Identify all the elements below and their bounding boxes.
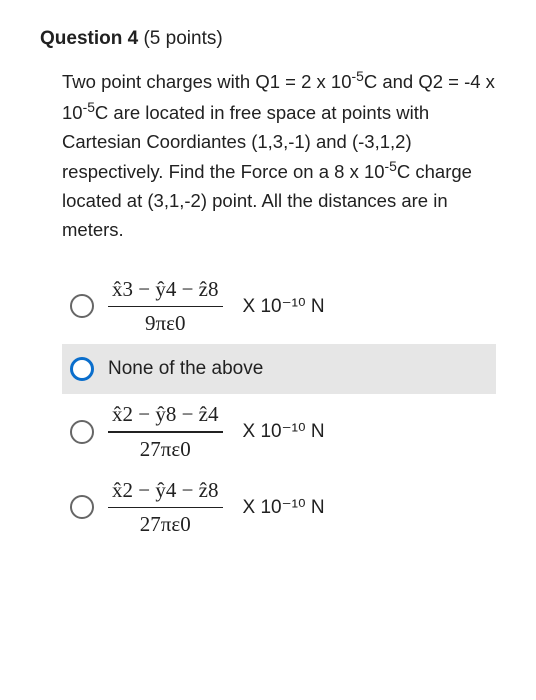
- fraction-denominator: 27πε0: [136, 508, 195, 537]
- options-list: x̂3 − ŷ4 − ẑ89πε0 X 10⁻¹⁰ N None of the ab…: [40, 269, 496, 546]
- fraction: x̂3 − ŷ4 − ẑ89πε0: [108, 277, 223, 337]
- option-row[interactable]: None of the above: [62, 344, 496, 394]
- radio-button[interactable]: [70, 495, 94, 519]
- option-text: None of the above: [108, 352, 263, 386]
- question-points: (5 points): [143, 28, 222, 49]
- fraction-numerator: x̂2 − ŷ4 − ẑ8: [108, 478, 223, 507]
- option-unit: X 10⁻¹⁰ N: [243, 496, 325, 519]
- question-label: Question 4: [40, 28, 138, 49]
- option-content: x̂3 − ŷ4 − ẑ89πε0 X 10⁻¹⁰ N: [108, 277, 496, 337]
- fraction-denominator: 9πε0: [141, 307, 189, 336]
- option-content: x̂2 − ŷ8 − ẑ427πε0 X 10⁻¹⁰ N: [108, 402, 496, 462]
- option-content: x̂2 − ŷ4 − ẑ827πε0 X 10⁻¹⁰ N: [108, 478, 496, 538]
- question-header: Question 4 (5 points): [40, 28, 496, 50]
- option-row[interactable]: x̂3 − ŷ4 − ẑ89πε0 X 10⁻¹⁰ N: [62, 269, 496, 345]
- fraction: x̂2 − ŷ4 − ẑ827πε0: [108, 478, 223, 538]
- option-content: None of the above: [108, 352, 496, 386]
- option-row[interactable]: x̂2 − ŷ8 − ẑ427πε0 X 10⁻¹⁰ N: [62, 394, 496, 470]
- radio-button[interactable]: [70, 294, 94, 318]
- fraction-numerator: x̂3 − ŷ4 − ẑ8: [108, 277, 223, 306]
- fraction-numerator: x̂2 − ŷ8 − ẑ4: [108, 402, 223, 431]
- radio-button[interactable]: [70, 357, 94, 381]
- radio-button[interactable]: [70, 420, 94, 444]
- question-body: Two point charges with Q1 = 2 x 10-5C an…: [40, 66, 496, 245]
- option-unit: X 10⁻¹⁰ N: [243, 420, 325, 443]
- option-unit: X 10⁻¹⁰ N: [243, 295, 325, 318]
- fraction-denominator: 27πε0: [136, 433, 195, 462]
- option-row[interactable]: x̂2 − ŷ4 − ẑ827πε0 X 10⁻¹⁰ N: [62, 470, 496, 546]
- fraction: x̂2 − ŷ8 − ẑ427πε0: [108, 402, 223, 462]
